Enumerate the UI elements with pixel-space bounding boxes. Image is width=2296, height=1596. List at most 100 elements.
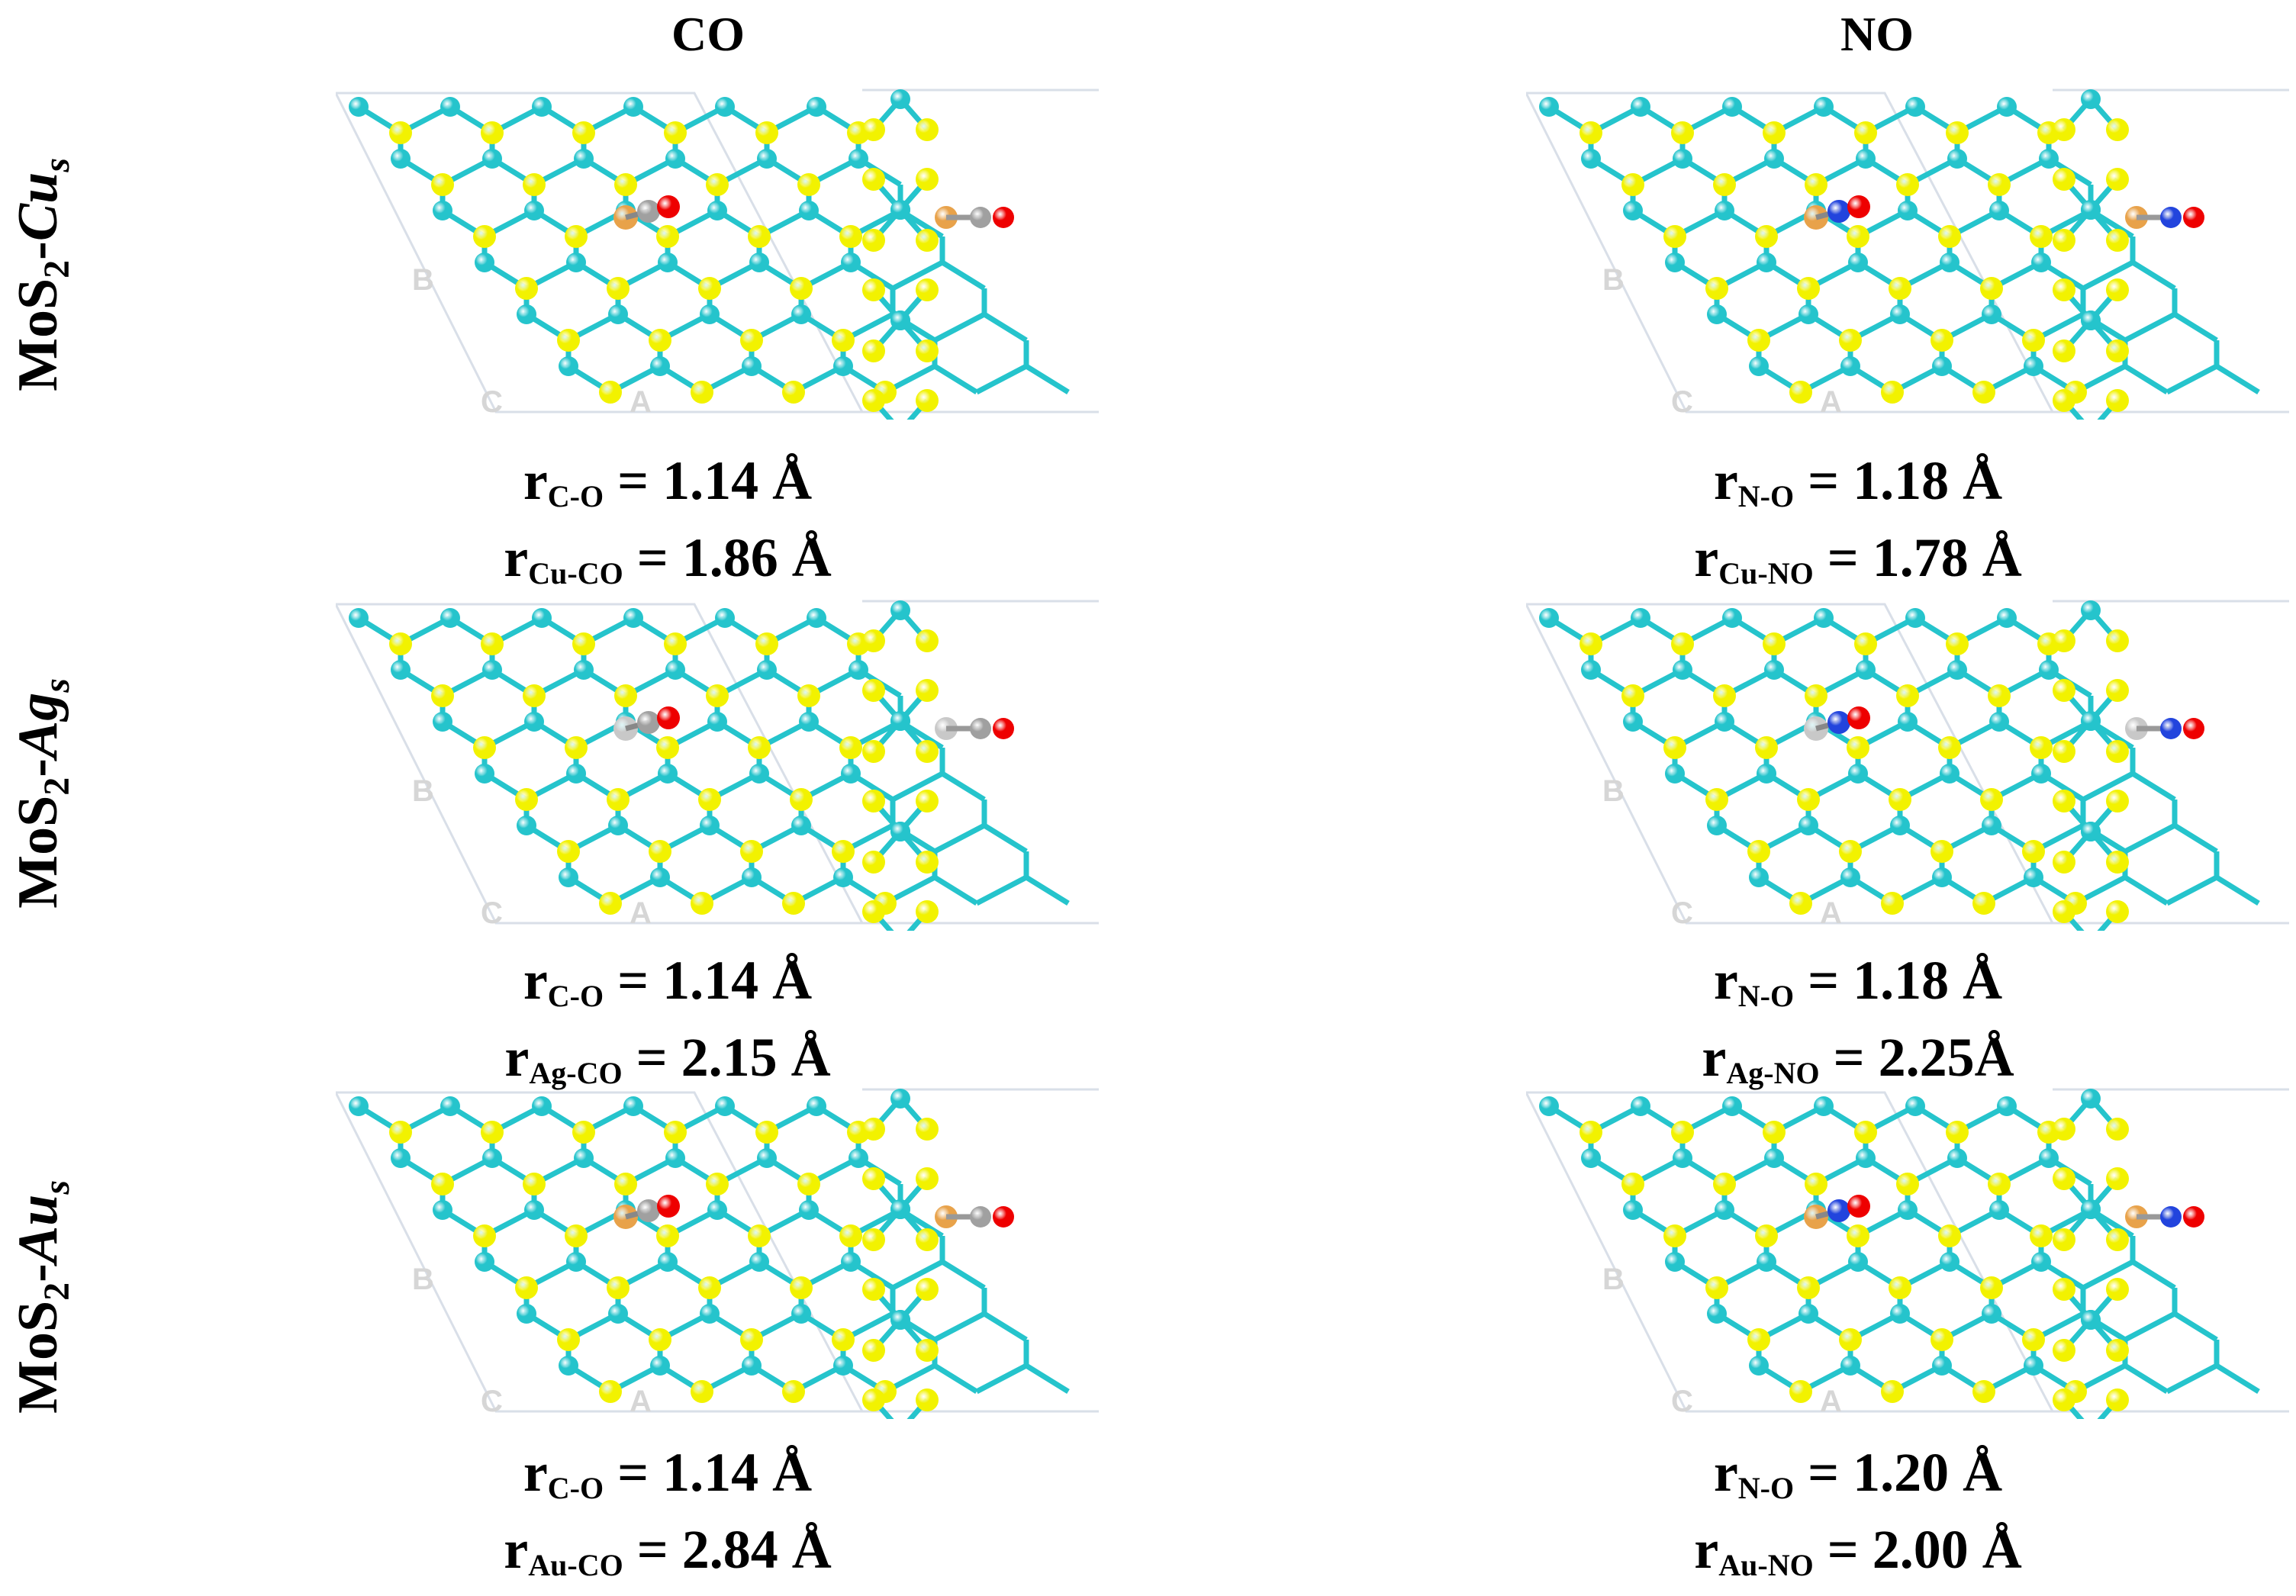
s-atom — [1988, 684, 2011, 707]
s-atom — [1931, 1328, 1953, 1351]
axis-label-c: C — [481, 896, 503, 930]
o-atom — [993, 718, 1014, 739]
mo-atom — [559, 356, 578, 376]
mo-atom — [1997, 608, 2017, 628]
mo-atom — [532, 608, 552, 628]
mo-atom — [566, 764, 586, 784]
s-atom — [649, 329, 671, 352]
mo-atom — [1905, 1096, 1925, 1116]
s-atom — [1988, 1173, 2011, 1195]
n-atom — [2160, 1206, 2182, 1228]
s-atom — [1747, 840, 1770, 863]
s-atom — [916, 168, 939, 191]
c-atom — [637, 1199, 660, 1222]
mo-atom — [1856, 660, 1876, 680]
mo-atom — [574, 1148, 594, 1168]
mo-atom — [1539, 608, 1559, 628]
mo-atom — [1757, 1252, 1776, 1272]
s-atom — [1621, 1173, 1644, 1195]
s-atom — [2053, 1278, 2075, 1301]
caption-au-no: rN-O = 1.20 Å rAu-NO = 2.00 Å — [1694, 1442, 2022, 1582]
mo-atom — [1673, 1148, 1692, 1168]
mo-atom — [1932, 356, 1952, 376]
s-atom — [1663, 1224, 1686, 1247]
s-atom — [2106, 1118, 2129, 1141]
s-atom — [862, 1167, 885, 1190]
s-atom — [2106, 900, 2129, 923]
s-atom — [664, 121, 687, 144]
s-atom — [565, 225, 588, 248]
mo-atom — [482, 1148, 502, 1168]
mo-atom — [1623, 201, 1643, 220]
s-atom — [862, 118, 885, 141]
mo-atom — [475, 253, 494, 272]
s-atom — [1839, 840, 1862, 863]
axis-label-c: C — [1671, 1385, 1693, 1418]
s-atom — [862, 1278, 885, 1301]
s-atom — [1705, 1276, 1728, 1299]
lattice-atoms — [349, 1096, 897, 1403]
mo-atom — [1898, 1200, 1918, 1220]
mo-atom — [349, 1096, 369, 1116]
mo-atom — [2024, 356, 2043, 376]
mo-atom — [2024, 867, 2043, 887]
s-atom — [698, 1276, 721, 1299]
s-atom — [1839, 1328, 1862, 1351]
s-atom — [698, 277, 721, 300]
mo-atom — [1764, 149, 1784, 169]
mo-atom — [566, 1252, 586, 1272]
mo-atom — [517, 816, 536, 835]
axis-label-b: B — [412, 1263, 434, 1296]
s-atom — [1889, 788, 1911, 811]
mo-atom — [2031, 1252, 2051, 1272]
mo-atom — [559, 1356, 578, 1376]
s-atom — [649, 1328, 671, 1351]
s-atom — [1755, 1224, 1778, 1247]
mo-atom — [2081, 822, 2101, 841]
mo-atom — [807, 97, 826, 117]
s-atom — [1938, 1224, 1961, 1247]
s-atom — [916, 1339, 939, 1362]
s-atom — [1839, 329, 1862, 352]
c-atom — [970, 207, 991, 228]
s-atom — [431, 684, 454, 707]
mo-atom — [799, 712, 819, 732]
mo-atom — [715, 608, 735, 628]
s-atom — [691, 381, 713, 404]
axis-label-a: A — [1820, 1385, 1842, 1418]
mo-atom — [2039, 149, 2059, 169]
s-atom — [2106, 790, 2129, 812]
mo-atom — [1764, 1148, 1784, 1168]
c-atom — [970, 1206, 991, 1228]
mo-atom — [2039, 660, 2059, 680]
s-atom — [862, 1339, 885, 1362]
mo-atom — [807, 608, 826, 628]
unit-cell-outline — [333, 92, 865, 413]
s-atom — [1854, 121, 1877, 144]
mo-atom — [2031, 253, 2051, 272]
mo-atom — [1722, 97, 1742, 117]
s-atom — [1713, 1173, 1736, 1195]
s-atom — [916, 1278, 939, 1301]
s-atom — [1946, 1121, 1969, 1144]
mo-atom — [440, 608, 460, 628]
s-atom — [1847, 736, 1869, 759]
c-atom — [637, 200, 660, 223]
s-atom — [2106, 1278, 2129, 1301]
mo-atom — [1989, 1200, 2009, 1220]
s-atom — [832, 329, 855, 352]
s-atom — [797, 173, 820, 196]
mo-atom — [658, 1252, 678, 1272]
mo-atom — [2081, 1199, 2101, 1219]
panel-cu-co: B C A — [333, 84, 1106, 433]
s-atom — [1938, 225, 1961, 248]
column-header-no: NO — [1840, 7, 1914, 61]
mo-atom — [890, 89, 910, 109]
mo-atom — [475, 1252, 494, 1272]
o-atom — [993, 1206, 1014, 1228]
mo-atom — [749, 1252, 769, 1272]
mo-atom — [1989, 201, 2009, 220]
s-atom — [1663, 736, 1686, 759]
s-atom — [832, 1328, 855, 1351]
s-atom — [1763, 121, 1786, 144]
